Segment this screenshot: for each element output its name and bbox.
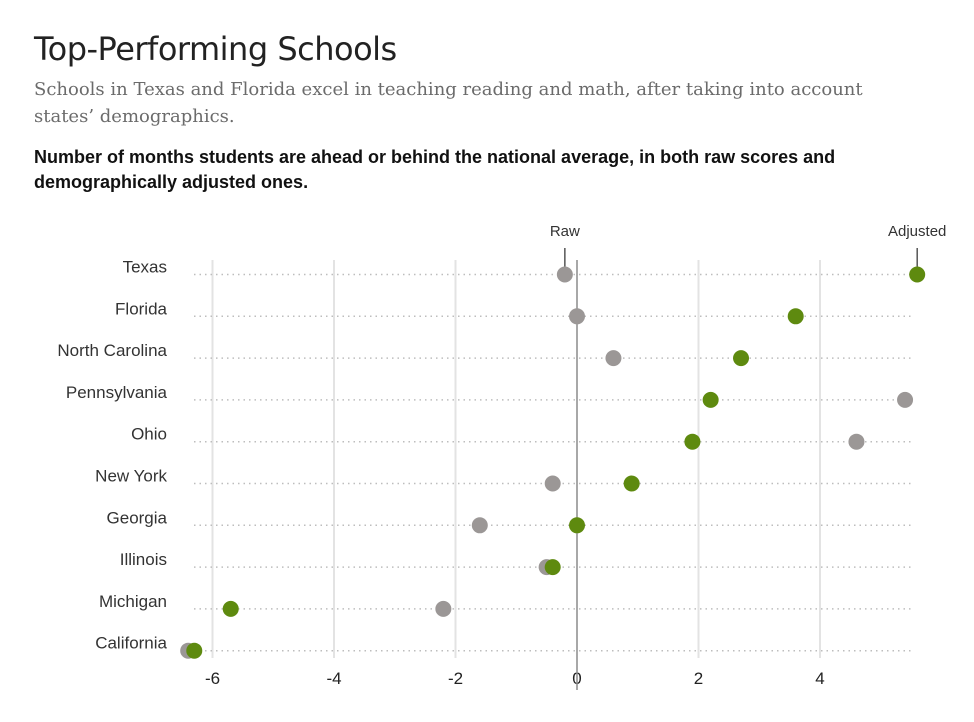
- adjusted-point: [909, 266, 926, 283]
- adjusted-point: [733, 350, 750, 367]
- category-label: Texas: [123, 258, 167, 277]
- adjusted-series-label: Adjusted: [888, 223, 946, 240]
- chart-subtitle: Schools in Texas and Florida excel in te…: [34, 79, 863, 127]
- adjusted-point: [222, 600, 239, 617]
- adjusted-point: [702, 391, 719, 408]
- category-label: Pennsylvania: [66, 383, 168, 402]
- adjusted-point: [684, 433, 701, 450]
- category-label: New York: [95, 467, 167, 486]
- raw-point: [569, 308, 585, 325]
- adjusted-point: [544, 559, 561, 576]
- category-label: Ohio: [131, 425, 167, 444]
- raw-point: [556, 266, 573, 283]
- raw-point: [435, 600, 452, 617]
- x-tick-label: -4: [326, 669, 341, 688]
- raw-point: [848, 433, 865, 450]
- adjusted-point: [186, 642, 203, 659]
- raw-series-label: Raw: [550, 223, 580, 240]
- adjusted-point: [623, 475, 640, 492]
- x-tick-label: 2: [694, 669, 703, 688]
- raw-point: [897, 391, 914, 408]
- category-label: California: [95, 634, 167, 653]
- adjusted-point: [569, 517, 585, 534]
- x-tick-label: 4: [815, 669, 824, 688]
- category-label: North Carolina: [57, 341, 167, 360]
- category-label: Florida: [115, 299, 168, 318]
- raw-point: [605, 350, 622, 367]
- category-label: Georgia: [107, 508, 168, 527]
- category-label: Michigan: [99, 592, 167, 611]
- chart-title: Top-Performing Schools: [34, 30, 397, 68]
- raw-point: [544, 475, 561, 492]
- category-label: Illinois: [120, 550, 167, 569]
- adjusted-point: [787, 308, 804, 325]
- chart-heading: Number of months students are ahead or b…: [34, 147, 836, 192]
- x-tick-label: -6: [205, 669, 220, 688]
- raw-point: [471, 517, 488, 534]
- x-tick-label: -2: [448, 669, 463, 688]
